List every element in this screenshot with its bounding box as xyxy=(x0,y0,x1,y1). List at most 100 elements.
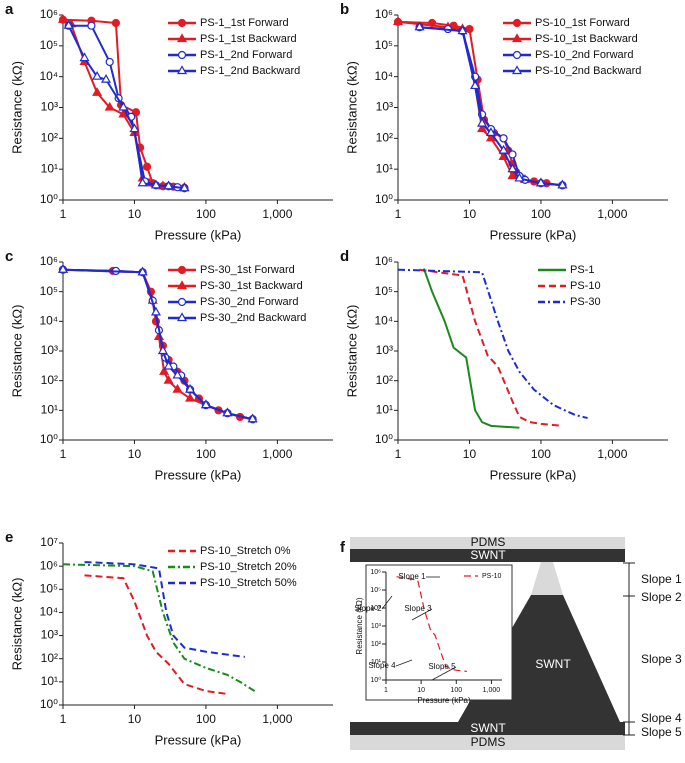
marker xyxy=(129,123,140,133)
y-tick-label: 10⁰ xyxy=(375,432,393,446)
chart: e 10⁰ 10¹ 10² 10³ 10⁴ 10⁵ 10⁶ 10⁷ 1 10 100 1,000 Pres… xyxy=(5,529,333,747)
legend-marker xyxy=(176,280,188,290)
x-tick-label: 1 xyxy=(395,207,402,221)
panel-label: d xyxy=(340,248,349,265)
y-tick-label: 10⁵ xyxy=(375,38,393,52)
legend-label: PS-1_1st Backward xyxy=(200,33,297,45)
marker xyxy=(185,383,196,393)
series-line xyxy=(84,574,228,695)
panel-label: f xyxy=(340,539,346,556)
y-tick-label: 10⁰ xyxy=(375,192,393,206)
y-tick-label: 10² xyxy=(371,641,382,648)
marker xyxy=(163,180,174,190)
y-tick-label: 10⁴ xyxy=(39,69,58,83)
legend-marker xyxy=(177,18,187,28)
marker xyxy=(157,345,168,355)
y-tick-label: 10¹ xyxy=(371,659,382,666)
x-tick-label: 1 xyxy=(384,687,388,694)
marker xyxy=(470,80,481,90)
marker xyxy=(63,19,74,29)
marker xyxy=(172,369,183,379)
panel-label: b xyxy=(340,1,349,18)
chart: a 10⁰ 10¹ 10² 10³ 10⁴ 10⁵ 10⁶ 1 10 100 1,000 Pressur… xyxy=(5,1,333,242)
y-tick-label: 10⁶ xyxy=(370,569,381,576)
series-line xyxy=(84,561,245,658)
chart: d 10⁰ 10¹ 10² 10³ 10⁴ 10⁵ 10⁶ 1 10 100 1,000 Pressur… xyxy=(340,248,668,482)
x-tick-label: 1,000 xyxy=(597,207,627,221)
legend-marker xyxy=(176,33,188,43)
marker xyxy=(111,18,121,28)
marker xyxy=(163,360,174,370)
layer-label: PDMS xyxy=(471,735,506,749)
x-tick-label: 1,000 xyxy=(262,207,292,221)
y-tick-label: 10² xyxy=(41,131,58,145)
y-tick-label: 10⁰ xyxy=(40,432,58,446)
layer-label: SWNT xyxy=(470,721,506,735)
layer-label: SWNT xyxy=(470,548,506,562)
legend-label: PS-1_2nd Forward xyxy=(200,49,292,61)
layer-label: SWNT xyxy=(535,657,571,671)
legend-label: PS-10_2nd Forward xyxy=(535,49,633,61)
legend-label: PS-10_Stretch 50% xyxy=(200,577,297,589)
y-tick-label: 10⁶ xyxy=(40,7,58,21)
y-tick-label: 10⁵ xyxy=(40,581,58,595)
series-line xyxy=(422,268,520,429)
slope-label: Slope 2 xyxy=(641,590,682,604)
legend-marker xyxy=(176,312,188,322)
legend-marker xyxy=(512,50,522,60)
legend-label: PS-10 xyxy=(482,573,502,580)
marker xyxy=(57,263,69,273)
annotation: Slope 4 xyxy=(368,661,396,670)
y-tick-label: 10² xyxy=(41,651,58,665)
y-tick-label: 10² xyxy=(376,373,393,387)
marker xyxy=(392,16,404,25)
marker xyxy=(100,73,112,83)
x-tick-label: 10 xyxy=(463,447,477,461)
y-tick-label: 10³ xyxy=(376,100,393,114)
layer-label: PDMS xyxy=(471,535,506,549)
series-line xyxy=(62,268,253,421)
legend-marker xyxy=(511,33,523,43)
y-tick-label: 10¹ xyxy=(41,161,58,175)
y-tick-label: 10⁶ xyxy=(375,7,393,21)
annotation-arrow xyxy=(431,666,457,681)
marker xyxy=(57,14,69,23)
y-tick-label: 10⁰ xyxy=(40,192,58,206)
x-tick-label: 1 xyxy=(395,447,402,461)
series-line xyxy=(62,563,256,692)
y-tick-label: 10³ xyxy=(371,623,382,630)
series-line xyxy=(67,25,185,190)
y-tick-label: 10⁴ xyxy=(374,314,393,328)
y-tick-label: 10³ xyxy=(376,343,393,357)
y-tick-label: 10⁵ xyxy=(370,587,381,594)
marker xyxy=(150,179,162,189)
marker xyxy=(200,399,211,409)
marker xyxy=(508,150,517,159)
legend-marker xyxy=(177,50,187,60)
legend-label: PS-30 xyxy=(570,296,601,308)
x-tick-label: 1,000 xyxy=(597,447,627,461)
y-axis-title: Resistance (kΩ) xyxy=(9,305,24,398)
marker xyxy=(163,374,174,384)
x-tick-label: 1,000 xyxy=(262,712,292,726)
x-tick-label: 10 xyxy=(128,447,142,461)
annotation-arrow xyxy=(411,608,433,621)
x-axis-title: Pressure (kPa) xyxy=(490,467,577,482)
x-axis-title: Pressure (kPa) xyxy=(417,696,471,705)
series-line xyxy=(62,268,253,421)
y-tick-label: 10⁵ xyxy=(40,38,58,52)
x-axis-title: Pressure (kPa) xyxy=(155,227,242,242)
panel-label: e xyxy=(5,529,13,546)
series-line xyxy=(62,268,253,421)
y-tick-label: 10³ xyxy=(41,343,58,357)
y-tick-label: 10⁵ xyxy=(40,284,58,298)
y-axis-title: Resistance (kΩ) xyxy=(344,305,359,398)
swnt-layer xyxy=(350,549,625,562)
y-axis-title: Resistance (kΩ) xyxy=(355,597,364,654)
swnt-layer xyxy=(350,722,625,735)
marker xyxy=(179,182,190,192)
marker xyxy=(150,306,162,316)
marker xyxy=(87,21,96,30)
x-tick-label: 100 xyxy=(531,207,551,221)
marker xyxy=(104,101,115,111)
